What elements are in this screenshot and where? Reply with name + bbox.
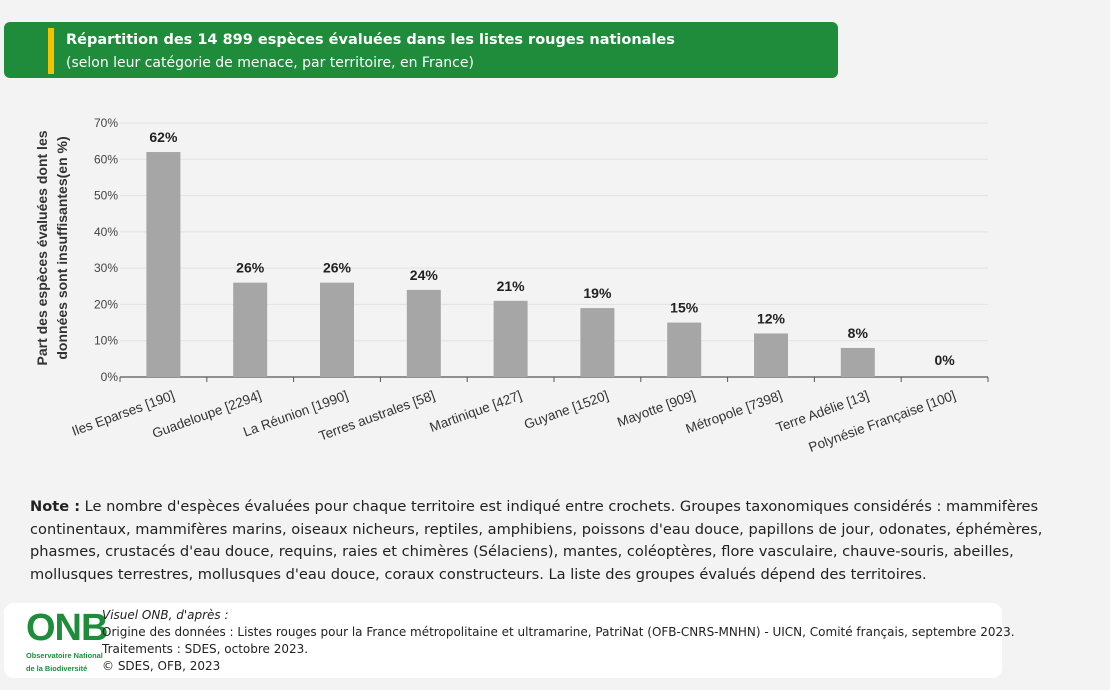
data-label: 26%: [323, 260, 352, 276]
y-tick-label: 30%: [94, 261, 118, 275]
y-axis-label-line1: Part des espèces évaluées dont les: [34, 130, 50, 365]
data-label: 8%: [848, 325, 869, 341]
chart-header: Répartition des 14 899 espèces évaluées …: [4, 22, 838, 78]
bar: [754, 333, 788, 377]
x-tick-labels: Iles Eparses [190]Guadeloupe [2294]La Ré…: [70, 388, 958, 455]
logo-subtitle-2: de la Biodiversité: [26, 664, 88, 673]
bar-chart: Part des espèces évaluées dont les donné…: [34, 116, 989, 455]
y-axis-label-line2: données sont insuffisantes(en %): [54, 136, 70, 359]
y-tick-label: 60%: [94, 152, 118, 166]
y-tick-label: 50%: [94, 189, 118, 203]
y-axis-label: Part des espèces évaluées dont les donné…: [34, 130, 70, 365]
y-tick-label: 20%: [94, 297, 118, 311]
bars: 62% 26% 26% 24% 21% 19% 15% 12% 8% 0%: [146, 129, 955, 377]
logo-text: ONB: [26, 607, 108, 649]
data-label: 15%: [670, 300, 699, 316]
data-label: 21%: [497, 278, 526, 294]
x-category-label: Martinique [427]: [428, 388, 524, 435]
x-category-label: Métropole [7398]: [684, 388, 784, 437]
y-tick-label: 40%: [94, 225, 118, 239]
x-category-label: Guyane [1520]: [522, 388, 610, 432]
chart-title: Répartition des 14 899 espèces évaluées …: [66, 32, 675, 48]
data-label: 24%: [410, 267, 439, 283]
logo-subtitle-1: Observatoire National: [26, 651, 103, 660]
data-label: 62%: [149, 129, 178, 145]
bar: [493, 300, 528, 377]
bar: [146, 152, 181, 377]
credits: Visuel ONB, d'après : Origine des donnée…: [102, 607, 1015, 675]
onb-logo: ONB Observatoire National de la Biodiver…: [26, 607, 108, 673]
note-text: Le nombre d'espèces évaluées pour chaque…: [30, 498, 1043, 583]
bar: [320, 282, 354, 377]
data-label: 0%: [934, 352, 955, 368]
chart-subtitle: (selon leur catégorie de menace, par ter…: [66, 55, 474, 71]
bar: [406, 289, 441, 377]
credit-copyright: © SDES, OFB, 2023: [102, 659, 221, 673]
y-tick-labels: 0% 10% 20% 30% 40% 50% 60% 70%: [94, 116, 118, 384]
bar: [580, 308, 615, 377]
credit-visual: Visuel ONB, d'après :: [102, 608, 229, 622]
note-paragraph: Note : Le nombre d'espèces évaluées pour…: [30, 496, 1080, 586]
credit-processing: Traitements : SDES, octobre 2023.: [102, 642, 309, 656]
x-category-label: Polynésie Française [100]: [807, 388, 958, 455]
bar: [233, 282, 268, 377]
footer: ONB Observatoire National de la Biodiver…: [4, 603, 1015, 678]
y-tick-label: 70%: [94, 116, 118, 130]
y-tick-label: 10%: [94, 334, 118, 348]
bar: [840, 347, 875, 377]
data-label: 26%: [236, 260, 265, 276]
credit-source: Origine des données : Listes rouges pour…: [102, 625, 1015, 639]
data-label: 19%: [583, 285, 612, 301]
bar: [667, 322, 702, 377]
note-label: Note :: [30, 498, 81, 515]
header-accent-bar: [48, 28, 54, 74]
data-label: 12%: [757, 310, 786, 326]
y-tick-label: 0%: [101, 370, 119, 384]
